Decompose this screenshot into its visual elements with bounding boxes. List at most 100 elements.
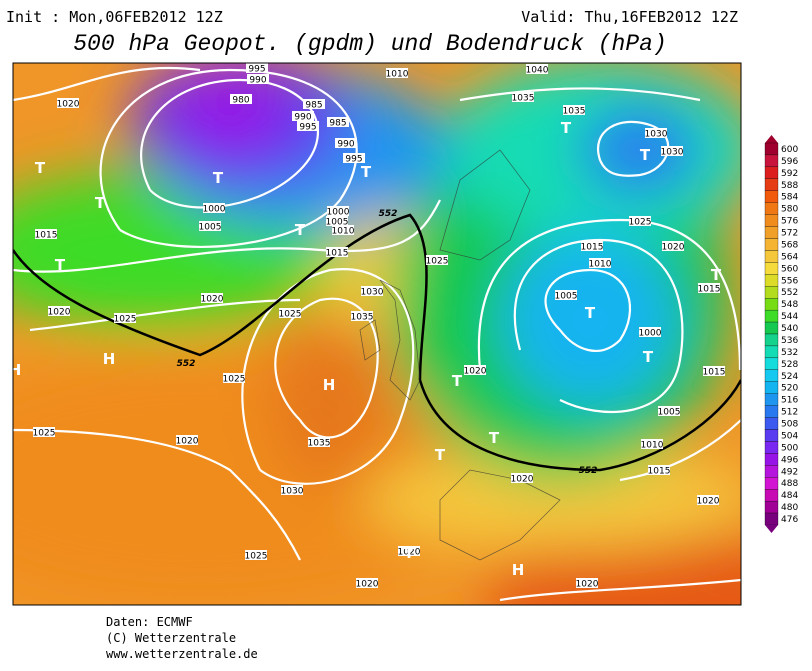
isobar-label-bg [230,94,252,104]
legend-swatch [764,298,779,311]
legend-swatch [764,381,779,394]
pressure-center: T [452,372,463,390]
isobar-label-bg [176,435,198,445]
isobar-label-bg [33,427,55,437]
isobar-label: 1020 [576,580,599,590]
pressure-center: H [9,361,22,379]
pressure-center: H [323,376,336,394]
isobar-label-bg [563,105,585,115]
legend-swatch [764,357,779,370]
isobar-label: 1015 [648,467,671,477]
isobar-label: 995 [248,65,265,75]
legend-label: 496 [781,455,798,465]
isobar-label: 1020 [697,497,720,507]
isobar-label-bg [589,258,611,268]
legend-swatch [764,489,779,502]
isobar-label-bg [526,64,548,74]
map-title: 500 hPa Geopot. (gpdm) und Bodendruck (h… [73,31,667,57]
footer-source: Daten: ECMWF [106,615,193,629]
isobar-label-bg [308,437,330,447]
pressure-center: T [35,159,46,177]
legend-swatch [764,453,779,466]
legend-label: 564 [781,252,798,262]
isobar-label: 1025 [279,310,302,320]
isobar-label-bg [303,99,325,109]
pressure-center: T [361,163,372,181]
pressure-center: T [213,169,224,187]
isobar-label-bg [356,578,378,588]
isobar-label-bg [57,98,79,108]
legend-label: 544 [781,312,798,322]
isobar-label-bg [703,366,725,376]
legend-swatch [764,226,779,239]
isobar-label-bg [199,221,221,231]
pressure-center: T [711,266,722,284]
legend-swatch [764,465,779,478]
isobar-label: 1020 [662,243,685,253]
legend-label: 480 [781,503,798,513]
legend-label: 552 [781,288,798,298]
isobar-label-bg [245,550,267,560]
isobar-label-bg [645,128,667,138]
isobar-label: 1005 [658,408,681,418]
legend-swatch [764,417,779,430]
legend-swatch [764,142,779,156]
legend-swatch [764,405,779,418]
pressure-center: T [95,194,106,212]
legend-label: 592 [781,169,798,179]
legend-swatch [764,393,779,406]
legend-swatch [764,274,779,287]
isobar-label: 1020 [511,475,534,485]
isobar-label: 1030 [281,487,304,497]
legend-label: 584 [781,193,798,203]
isobar-label: 1010 [589,260,612,270]
isobar-label-bg [351,311,373,321]
isobar-label: 995 [299,123,316,133]
legend-swatch [764,202,779,215]
isobar-label-bg [697,495,719,505]
legend-label: 500 [781,443,798,453]
isobar-label: 1015 [581,243,604,253]
isobar-label: 1025 [33,429,56,439]
legend-label: 504 [781,431,798,441]
isobar-label: 985 [305,101,322,111]
pressure-center: T [55,256,66,274]
legend-label: 588 [781,181,798,191]
height-label: 552 [579,466,598,476]
legend-label: 492 [781,467,798,477]
isobar-label: 1035 [512,94,535,104]
legend-label: 540 [781,324,798,334]
isobar-label: 1020 [356,580,379,590]
isobar-label-bg [581,241,603,251]
isobar-label: 1000 [327,208,350,218]
isobar-label: 1005 [326,218,349,228]
legend-label: 520 [781,384,798,394]
isobar-label-bg [398,546,420,556]
isobar-label: 1025 [223,375,246,385]
isobar-label-bg [511,473,533,483]
isobar-label: 1035 [308,439,331,449]
isobar-label-bg [658,406,680,416]
isobar-label: 1005 [199,223,222,233]
footer-url: www.wetterzentrale.de [106,647,258,661]
isobar-label: 1030 [645,130,668,140]
isobar-label: 1035 [563,107,586,117]
isobar-label-bg [629,216,651,226]
isobar-label-bg [114,313,136,323]
pressure-center: T [295,221,306,239]
isobar-label: 985 [329,119,346,129]
isobar-label: 1020 [176,437,199,447]
legend-swatch [764,369,779,382]
legend-label: 596 [781,157,798,167]
isobar-label: 1025 [629,218,652,228]
legend-swatch [764,477,779,490]
legend-swatch [764,214,779,227]
isobar-label: 1025 [114,315,137,325]
isobar-label-bg [426,255,448,265]
isobar-label-bg [326,247,348,257]
legend-swatch [764,345,779,359]
isobar-label-bg [661,146,683,156]
isobar-label: 1025 [245,552,268,562]
legend-swatch [764,441,779,454]
